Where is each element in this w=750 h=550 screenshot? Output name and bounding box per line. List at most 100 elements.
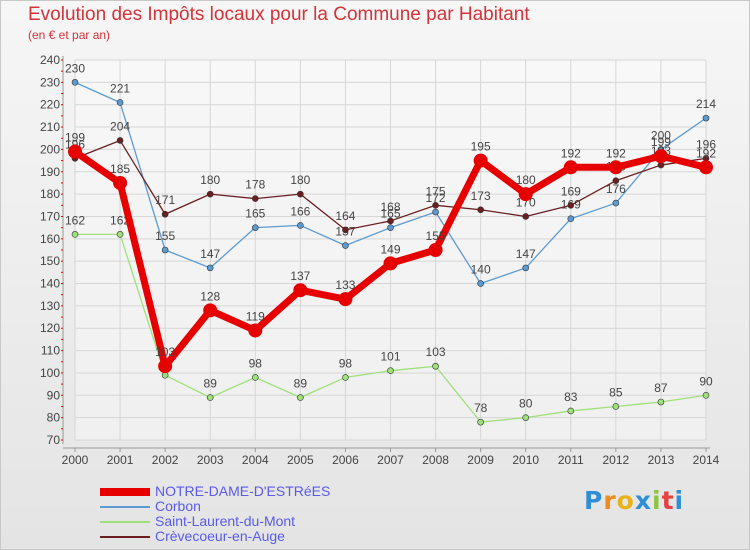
x-tick-label: 2000 bbox=[62, 453, 89, 467]
data-label-cr-vecoeur-en-auge: 178 bbox=[245, 178, 265, 192]
data-label-saint-laurent-du-mont: 103 bbox=[426, 345, 446, 359]
data-label-notre-dame-d-estr-es: 199 bbox=[651, 135, 671, 149]
data-label-corbon: 214 bbox=[696, 97, 716, 111]
x-tick-label: 2006 bbox=[332, 453, 359, 467]
data-label-corbon: 147 bbox=[516, 247, 536, 261]
data-point-corbon bbox=[161, 246, 169, 254]
y-tick-label: 230 bbox=[40, 75, 60, 89]
data-label-saint-laurent-du-mont: 80 bbox=[519, 397, 533, 411]
data-label-notre-dame-d-estr-es: 155 bbox=[426, 229, 446, 243]
x-tick-label: 2010 bbox=[512, 453, 539, 467]
data-label-cr-vecoeur-en-auge: 164 bbox=[335, 209, 355, 223]
data-point-notre-dame-d-estr-es bbox=[383, 256, 398, 271]
y-tick-label: 100 bbox=[40, 366, 60, 380]
y-tick-label: 120 bbox=[40, 321, 60, 335]
data-label-cr-vecoeur-en-auge: 175 bbox=[426, 184, 446, 198]
data-point-saint-laurent-du-mont bbox=[71, 231, 79, 238]
data-point-corbon bbox=[116, 99, 124, 106]
data-point-saint-laurent-du-mont bbox=[612, 403, 620, 410]
y-tick-label: 170 bbox=[40, 209, 60, 223]
chart-title: Evolution des Impôts locaux pour la Comm… bbox=[28, 4, 530, 25]
data-label-notre-dame-d-estr-es: 195 bbox=[471, 140, 491, 154]
x-tick-label: 2013 bbox=[648, 453, 675, 467]
data-point-notre-dame-d-estr-es bbox=[653, 149, 668, 164]
data-label-saint-laurent-du-mont: 87 bbox=[654, 381, 668, 395]
data-point-cr-vecoeur-en-auge bbox=[297, 190, 304, 198]
data-label-corbon: 221 bbox=[110, 81, 130, 95]
data-point-cr-vecoeur-en-auge bbox=[251, 195, 259, 202]
data-label-cr-vecoeur-en-auge: 171 bbox=[155, 193, 175, 207]
y-tick-label: 130 bbox=[40, 299, 60, 313]
data-point-corbon bbox=[251, 224, 259, 231]
y-tick-label: 70 bbox=[47, 433, 61, 447]
legend-swatch bbox=[100, 520, 150, 523]
data-label-corbon: 230 bbox=[65, 61, 85, 75]
y-tick-label: 180 bbox=[40, 187, 60, 201]
data-point-corbon bbox=[387, 224, 394, 231]
data-point-saint-laurent-du-mont bbox=[342, 374, 349, 381]
data-label-corbon: 165 bbox=[380, 207, 400, 221]
data-point-notre-dame-d-estr-es bbox=[248, 323, 263, 338]
data-point-notre-dame-d-estr-es bbox=[473, 153, 488, 168]
data-label-corbon: 176 bbox=[606, 182, 626, 196]
legend-swatch bbox=[100, 487, 150, 496]
data-label-saint-laurent-du-mont: 101 bbox=[380, 350, 400, 364]
data-point-cr-vecoeur-en-auge bbox=[612, 177, 620, 185]
data-point-cr-vecoeur-en-auge bbox=[206, 190, 214, 198]
data-label-corbon: 147 bbox=[200, 247, 220, 261]
data-label-notre-dame-d-estr-es: 192 bbox=[561, 146, 581, 160]
data-point-saint-laurent-du-mont bbox=[657, 398, 665, 406]
y-tick-label: 150 bbox=[40, 254, 60, 268]
data-label-saint-laurent-du-mont: 78 bbox=[474, 401, 488, 415]
data-label-notre-dame-d-estr-es: 192 bbox=[696, 146, 716, 160]
data-label-saint-laurent-du-mont: 83 bbox=[564, 390, 578, 404]
data-point-corbon bbox=[342, 242, 349, 249]
data-point-notre-dame-d-estr-es bbox=[158, 359, 173, 374]
data-label-notre-dame-d-estr-es: 119 bbox=[246, 309, 265, 323]
data-point-corbon bbox=[71, 79, 79, 86]
legend-label: NOTRE-DAME-D'ESTRéES bbox=[155, 483, 331, 499]
data-point-saint-laurent-du-mont bbox=[206, 394, 214, 401]
x-tick-label: 2014 bbox=[693, 453, 720, 467]
data-label-notre-dame-d-estr-es: 180 bbox=[516, 173, 536, 187]
data-point-corbon bbox=[567, 215, 575, 223]
legend-swatch bbox=[100, 505, 150, 508]
x-tick-label: 2004 bbox=[242, 453, 269, 467]
data-label-notre-dame-d-estr-es: 133 bbox=[335, 278, 355, 292]
x-tick-label: 2008 bbox=[422, 453, 449, 467]
proxiti-logo: Proxiti bbox=[584, 486, 685, 515]
data-label-corbon: 200 bbox=[651, 128, 671, 142]
y-tick-label: 240 bbox=[40, 53, 60, 67]
data-point-saint-laurent-du-mont bbox=[567, 407, 575, 415]
data-label-saint-laurent-du-mont: 98 bbox=[249, 356, 263, 370]
legend-label: Saint-Laurent-du-Mont bbox=[155, 513, 296, 529]
data-label-corbon: 155 bbox=[155, 229, 175, 243]
data-point-cr-vecoeur-en-auge bbox=[567, 201, 575, 209]
data-point-notre-dame-d-estr-es bbox=[563, 160, 578, 175]
data-point-corbon bbox=[297, 222, 304, 229]
x-tick-label: 2003 bbox=[197, 453, 224, 467]
data-point-notre-dame-d-estr-es bbox=[608, 160, 623, 175]
data-label-notre-dame-d-estr-es: 128 bbox=[200, 289, 220, 303]
data-label-saint-laurent-du-mont: 162 bbox=[65, 213, 85, 227]
data-point-corbon bbox=[477, 280, 484, 287]
data-point-corbon bbox=[522, 264, 530, 272]
data-point-notre-dame-d-estr-es bbox=[113, 175, 128, 190]
data-label-corbon: 166 bbox=[290, 204, 310, 218]
y-tick-label: 90 bbox=[47, 388, 61, 402]
y-tick-label: 190 bbox=[40, 165, 60, 179]
data-point-cr-vecoeur-en-auge bbox=[161, 210, 169, 218]
data-label-cr-vecoeur-en-auge: 173 bbox=[471, 189, 491, 203]
data-point-corbon bbox=[432, 208, 439, 216]
data-point-notre-dame-d-estr-es bbox=[293, 283, 308, 298]
data-point-saint-laurent-du-mont bbox=[387, 367, 394, 375]
y-tick-label: 80 bbox=[47, 411, 61, 425]
data-point-saint-laurent-du-mont bbox=[702, 391, 710, 399]
y-tick-label: 220 bbox=[40, 98, 60, 112]
legend-swatch bbox=[100, 535, 150, 538]
y-tick-label: 140 bbox=[40, 277, 60, 291]
x-tick-label: 2012 bbox=[603, 453, 630, 467]
data-point-saint-laurent-du-mont bbox=[251, 374, 259, 381]
data-point-notre-dame-d-estr-es bbox=[68, 144, 82, 159]
